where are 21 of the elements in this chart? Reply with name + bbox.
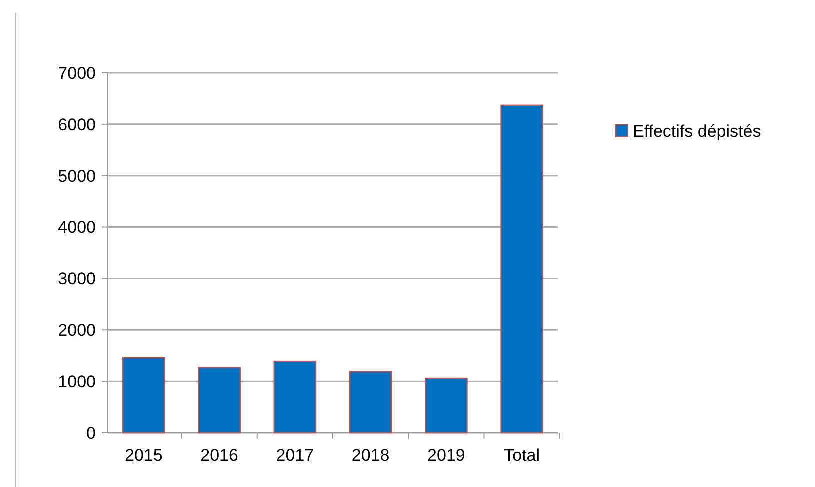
x-tick-label: 2015 [125, 446, 163, 465]
bar [425, 378, 468, 434]
y-tick-label: 0 [86, 424, 96, 443]
y-tick-label: 4000 [58, 218, 96, 238]
y-tick-label: 3000 [58, 270, 96, 289]
y-tick-label: 6000 [58, 115, 96, 134]
x-tick-label: 2019 [428, 446, 466, 465]
x-tick-label: 2018 [352, 446, 390, 465]
y-tick-label: 1000 [58, 372, 96, 392]
y-tick-label: 2000 [58, 321, 96, 340]
x-tick-label: 2017 [276, 446, 314, 465]
bar [198, 367, 241, 434]
bar [349, 371, 392, 434]
bar [500, 104, 544, 434]
x-tick-label: Total [504, 446, 540, 465]
bar [122, 357, 166, 434]
x-tick-label: 2016 [200, 446, 238, 465]
bar [274, 360, 317, 434]
y-tick-label: 7000 [58, 64, 96, 83]
legend-label: Effectifs dépistés [633, 122, 762, 141]
y-tick-label: 5000 [58, 166, 96, 186]
